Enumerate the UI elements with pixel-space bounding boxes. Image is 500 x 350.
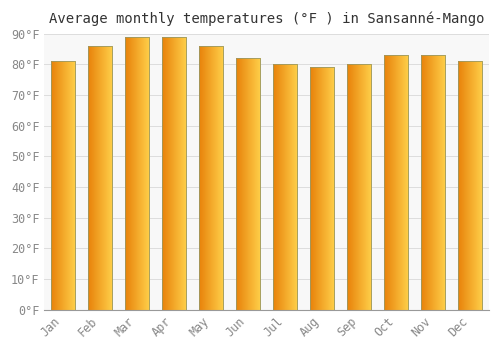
Bar [347, 64, 372, 310]
Bar [199, 46, 223, 310]
Bar [384, 55, 408, 310]
Bar [422, 55, 446, 310]
Bar [88, 46, 112, 310]
Bar [162, 37, 186, 310]
Bar [125, 37, 149, 310]
Bar [51, 61, 75, 310]
Bar [273, 64, 297, 310]
Title: Average monthly temperatures (°F ) in Sansanné-Mango: Average monthly temperatures (°F ) in Sa… [49, 11, 484, 26]
Bar [310, 68, 334, 310]
Bar [458, 61, 482, 310]
Bar [236, 58, 260, 310]
